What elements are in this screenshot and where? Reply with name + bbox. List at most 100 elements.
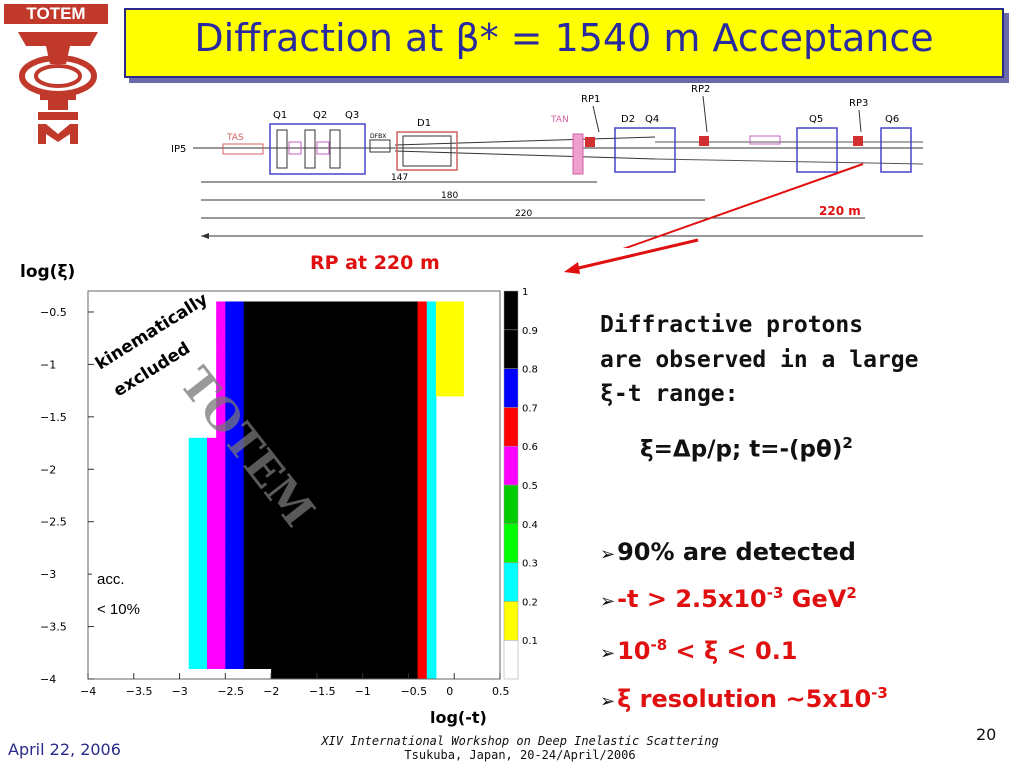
heat-cell bbox=[316, 458, 327, 470]
svg-text:Q3: Q3 bbox=[345, 110, 359, 121]
heat-cell bbox=[417, 332, 428, 344]
heat-cell bbox=[298, 385, 309, 397]
heat-cell bbox=[197, 448, 208, 460]
heat-cell bbox=[390, 574, 400, 586]
heat-cell bbox=[399, 511, 409, 523]
heat-cell bbox=[344, 416, 355, 428]
heat-cell bbox=[216, 605, 226, 617]
heat-cell bbox=[417, 521, 428, 533]
heat-cell bbox=[271, 500, 281, 512]
heat-cell bbox=[326, 301, 336, 313]
heat-cell bbox=[408, 311, 419, 323]
heat-cell bbox=[390, 542, 400, 554]
heat-cell bbox=[289, 353, 300, 365]
bullet-detected: ➢90% are detected bbox=[600, 538, 856, 566]
heat-cell bbox=[353, 647, 364, 659]
heat-cell bbox=[399, 637, 409, 649]
heat-cell bbox=[243, 353, 254, 365]
heat-cell bbox=[307, 616, 318, 628]
heat-cell bbox=[271, 574, 281, 586]
heat-cell bbox=[344, 637, 355, 649]
heat-cell bbox=[390, 458, 400, 470]
heat-cell bbox=[371, 364, 382, 376]
heat-cell bbox=[335, 542, 345, 554]
heat-cell bbox=[426, 637, 437, 649]
heat-cell bbox=[207, 500, 217, 512]
heat-cell bbox=[280, 490, 290, 502]
description-text: Diffractive protons are observed in a la… bbox=[600, 312, 919, 407]
heat-cell bbox=[390, 395, 400, 407]
heat-cell bbox=[252, 511, 263, 523]
heat-cell bbox=[344, 364, 355, 376]
heat-cell bbox=[362, 437, 373, 449]
heat-cell bbox=[326, 658, 336, 670]
heat-cell bbox=[207, 626, 217, 638]
heat-cell bbox=[417, 616, 428, 628]
heat-cell bbox=[289, 637, 300, 649]
heat-cell bbox=[454, 311, 464, 323]
heat-cell bbox=[380, 563, 391, 575]
heat-cell bbox=[399, 416, 409, 428]
heat-cell bbox=[243, 311, 254, 323]
heat-cell bbox=[280, 458, 290, 470]
heat-cell bbox=[307, 406, 318, 418]
heat-cell bbox=[280, 563, 290, 575]
heat-cell bbox=[298, 542, 309, 554]
heat-cell bbox=[353, 427, 364, 439]
heat-cell bbox=[380, 406, 391, 418]
heat-cell bbox=[252, 332, 263, 344]
heat-cell bbox=[289, 626, 300, 638]
heat-cell bbox=[335, 364, 345, 376]
svg-text:147: 147 bbox=[391, 173, 408, 183]
heat-cell bbox=[380, 647, 391, 659]
heat-cell bbox=[353, 658, 364, 670]
heat-cell bbox=[307, 626, 318, 638]
heat-cell bbox=[243, 647, 254, 659]
heat-cell bbox=[399, 332, 409, 344]
heat-cell bbox=[225, 553, 235, 565]
heat-cell bbox=[280, 574, 290, 586]
heat-cell bbox=[289, 584, 300, 596]
heat-cell bbox=[417, 448, 428, 460]
heat-cell bbox=[353, 469, 364, 481]
heat-cell bbox=[362, 301, 373, 313]
heat-cell bbox=[371, 385, 382, 397]
heat-cell bbox=[362, 385, 373, 397]
heat-cell bbox=[408, 637, 419, 649]
heat-cell bbox=[362, 637, 373, 649]
heat-cell bbox=[225, 437, 235, 449]
heat-cell bbox=[326, 490, 336, 502]
svg-text:TAS: TAS bbox=[226, 133, 244, 143]
heat-cell bbox=[216, 406, 226, 418]
heat-cell bbox=[399, 374, 409, 386]
heat-cell bbox=[426, 469, 437, 481]
heat-cell bbox=[252, 437, 263, 449]
heat-cell bbox=[298, 668, 309, 680]
heat-cell bbox=[445, 311, 455, 323]
heat-cell bbox=[216, 385, 226, 397]
heat-cell bbox=[316, 584, 327, 596]
heat-cell bbox=[216, 574, 226, 586]
heat-cell bbox=[380, 668, 391, 680]
heat-cell bbox=[390, 469, 400, 481]
heat-cell bbox=[399, 595, 409, 607]
heat-cell bbox=[417, 458, 428, 470]
heat-cell bbox=[335, 616, 345, 628]
x-tick-label: −3 bbox=[172, 685, 188, 698]
heat-cell bbox=[408, 542, 419, 554]
heat-cell bbox=[261, 353, 272, 365]
heat-cell bbox=[426, 626, 437, 638]
heat-cell bbox=[216, 301, 226, 313]
heat-cell bbox=[380, 574, 391, 586]
heat-cell bbox=[371, 458, 382, 470]
heat-cell bbox=[225, 595, 235, 607]
heat-cell bbox=[316, 626, 327, 638]
heat-cell bbox=[225, 343, 235, 355]
heat-cell bbox=[326, 469, 336, 481]
heat-cell bbox=[252, 301, 263, 313]
heat-cell bbox=[362, 469, 373, 481]
heat-cell bbox=[353, 385, 364, 397]
heat-cell bbox=[390, 626, 400, 638]
heat-cell bbox=[408, 469, 419, 481]
heat-cell bbox=[234, 448, 245, 460]
